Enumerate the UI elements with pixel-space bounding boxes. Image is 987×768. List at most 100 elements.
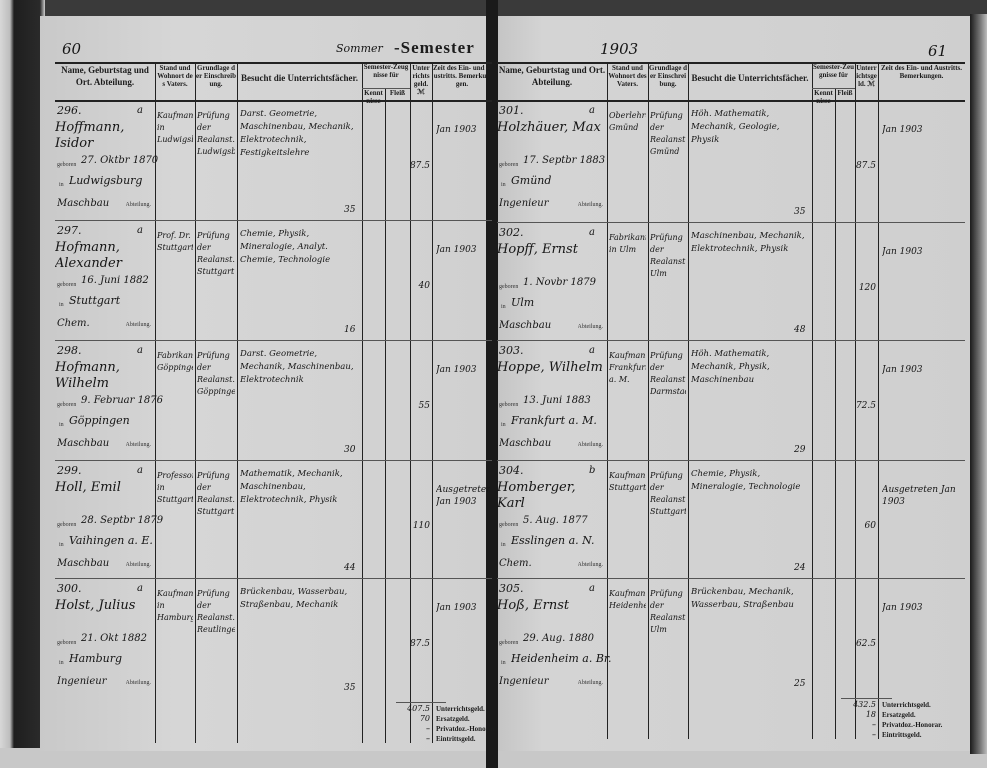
hours-total: 48 xyxy=(794,325,806,335)
total-amount: 18 xyxy=(865,710,876,719)
enrollment-basis: Prüfung der Realanst. Darmstadt xyxy=(650,351,686,396)
entry-mark: a xyxy=(589,583,595,594)
entry-exit-remark: Jan 1903 xyxy=(882,125,923,135)
entry-mark: b xyxy=(589,465,596,476)
right-column-rule xyxy=(878,62,879,739)
row-divider xyxy=(55,578,492,579)
subjects-attended: Chemie, Physik, Mineralogie, Analyt. Che… xyxy=(240,229,331,265)
subjects-attended: Darst. Geometrie, Maschinenbau, Mechanik… xyxy=(240,109,354,158)
hours-total: 25 xyxy=(794,679,806,689)
total-amount: 432.5 xyxy=(853,700,876,709)
entry-exit-remark: Jan 1903 xyxy=(436,125,477,135)
department-line: Maschbau Abteilung. xyxy=(57,558,151,571)
entry-mark: a xyxy=(137,583,143,594)
total-amount: – xyxy=(426,734,430,743)
entry-number: 297. xyxy=(57,225,82,237)
tuition-amount: 55 xyxy=(418,401,430,411)
row-divider xyxy=(497,460,965,461)
right-header-bottom-rule xyxy=(497,100,965,102)
department-line: Ingenieur Abteilung. xyxy=(57,676,151,689)
department-label: Abteilung. xyxy=(577,680,604,686)
student-name: Hoß, Ernst xyxy=(497,598,570,613)
tuition-amount: 40 xyxy=(418,281,430,291)
student-name: Hoffmann, Isidor xyxy=(55,120,125,151)
right-column-rule xyxy=(812,62,813,739)
left-column-rule xyxy=(432,62,433,743)
father-occupation: Kaufmann Stuttgart xyxy=(609,471,646,492)
birth-place: Stuttgart xyxy=(69,295,121,307)
born-label: geboren xyxy=(57,522,77,528)
right-column-rule xyxy=(607,62,608,739)
right-page-number: 61 xyxy=(928,42,948,60)
entry-mark: a xyxy=(137,105,143,116)
left-col-name: Name, Geburtstag und Ort. Abteilung. xyxy=(61,65,149,87)
entry-mark: a xyxy=(589,345,595,356)
right-col-fleiss: Fleiß xyxy=(837,89,853,97)
tuition-amount: 87.5 xyxy=(855,161,876,171)
tuition-amount: 72.5 xyxy=(855,401,876,411)
left-column-rule xyxy=(155,62,156,743)
enrollment-basis: Prüfung der Realanst. Reutlingen xyxy=(197,589,235,634)
left-page xyxy=(40,16,495,751)
birth-date: 21. Okt 1882 xyxy=(81,633,147,644)
left-column-rule xyxy=(237,62,238,743)
right-col-besucht: Besucht die Unterrichtsfächer. xyxy=(691,73,809,83)
left-col-besucht: Besucht die Unterrichtsfächer. xyxy=(241,73,358,83)
left-col-zeit: Zeit des Ein- und Austritts. Bemerkungen… xyxy=(433,64,491,88)
department-label: Abteilung. xyxy=(125,322,152,328)
entry-exit-remark: Jan 1903 xyxy=(882,365,923,375)
tuition-amount: 87.5 xyxy=(409,161,430,171)
right-header-top-rule xyxy=(497,62,965,64)
department-label: Abteilung. xyxy=(125,202,152,208)
birth-date: 17. Septbr 1883 xyxy=(523,155,606,166)
book-binding-left xyxy=(0,0,45,768)
total-amount: – xyxy=(426,724,430,733)
in-label: in xyxy=(501,422,506,428)
born-label: geboren xyxy=(57,282,77,288)
department-label: Abteilung. xyxy=(577,324,604,330)
tuition-amount: 62.5 xyxy=(855,639,876,649)
totals-label: Privatdoz.-Honorar. xyxy=(436,725,497,733)
right-col-grundlage: Grundlage der Einschreibung. xyxy=(649,64,687,88)
enrollment-basis: Prüfung der Realanst. Stuttgart xyxy=(650,471,686,516)
father-occupation: Fabrikant in Ulm xyxy=(609,233,646,254)
tuition-amount: 87.5 xyxy=(409,639,430,649)
birth-date: 9. Februar 1876 xyxy=(81,395,164,406)
hours-total: 30 xyxy=(344,445,356,455)
book-gutter xyxy=(486,0,498,768)
in-label: in xyxy=(59,182,64,188)
department-label: Abteilung. xyxy=(577,202,604,208)
entry-number: 299. xyxy=(57,465,82,477)
left-col-zeugnisse: Semester-Zeugnisse für xyxy=(363,63,409,79)
totals-label: Ersatzgeld. xyxy=(882,711,916,719)
birth-date: 5. Aug. 1877 xyxy=(523,515,588,526)
department-line: Maschbau Abteilung. xyxy=(57,198,151,211)
born-label: geboren xyxy=(499,522,519,528)
subjects-attended: Maschinenbau, Mechanik, Elektrotechnik, … xyxy=(691,231,805,254)
entry-number: 296. xyxy=(57,105,82,117)
entry-number: 304. xyxy=(499,465,524,477)
entry-mark: a xyxy=(589,105,595,116)
totals-label: Unterrichtsgeld. xyxy=(882,701,931,709)
department-label: Abteilung. xyxy=(125,562,152,568)
department: Maschbau xyxy=(57,558,110,569)
subjects-attended: Brückenbau, Wasserbau, Straßenbau, Mecha… xyxy=(240,587,348,610)
department-line: Ingenieur Abteilung. xyxy=(499,676,603,689)
born-label: geboren xyxy=(499,284,519,290)
hours-total: 35 xyxy=(344,683,356,693)
right-column-rule xyxy=(648,62,649,739)
hours-total: 16 xyxy=(344,325,356,335)
totals-label: Eintrittsgeld. xyxy=(882,731,922,739)
right-subheader-rule xyxy=(812,88,855,89)
student-name: Homberger, Karl xyxy=(497,480,576,511)
birth-date: 13. Juni 1883 xyxy=(523,395,591,406)
birth-date: 27. Oktbr 1870 xyxy=(81,155,159,166)
left-header-top-rule xyxy=(55,62,492,64)
row-divider xyxy=(55,340,492,341)
in-label: in xyxy=(59,422,64,428)
department: Chem. xyxy=(57,318,90,329)
row-divider xyxy=(497,578,965,579)
student-name: Hofmann, Wilhelm xyxy=(55,360,120,391)
birth-place: Ludwigsburg xyxy=(69,175,143,187)
entry-mark: a xyxy=(137,225,143,236)
